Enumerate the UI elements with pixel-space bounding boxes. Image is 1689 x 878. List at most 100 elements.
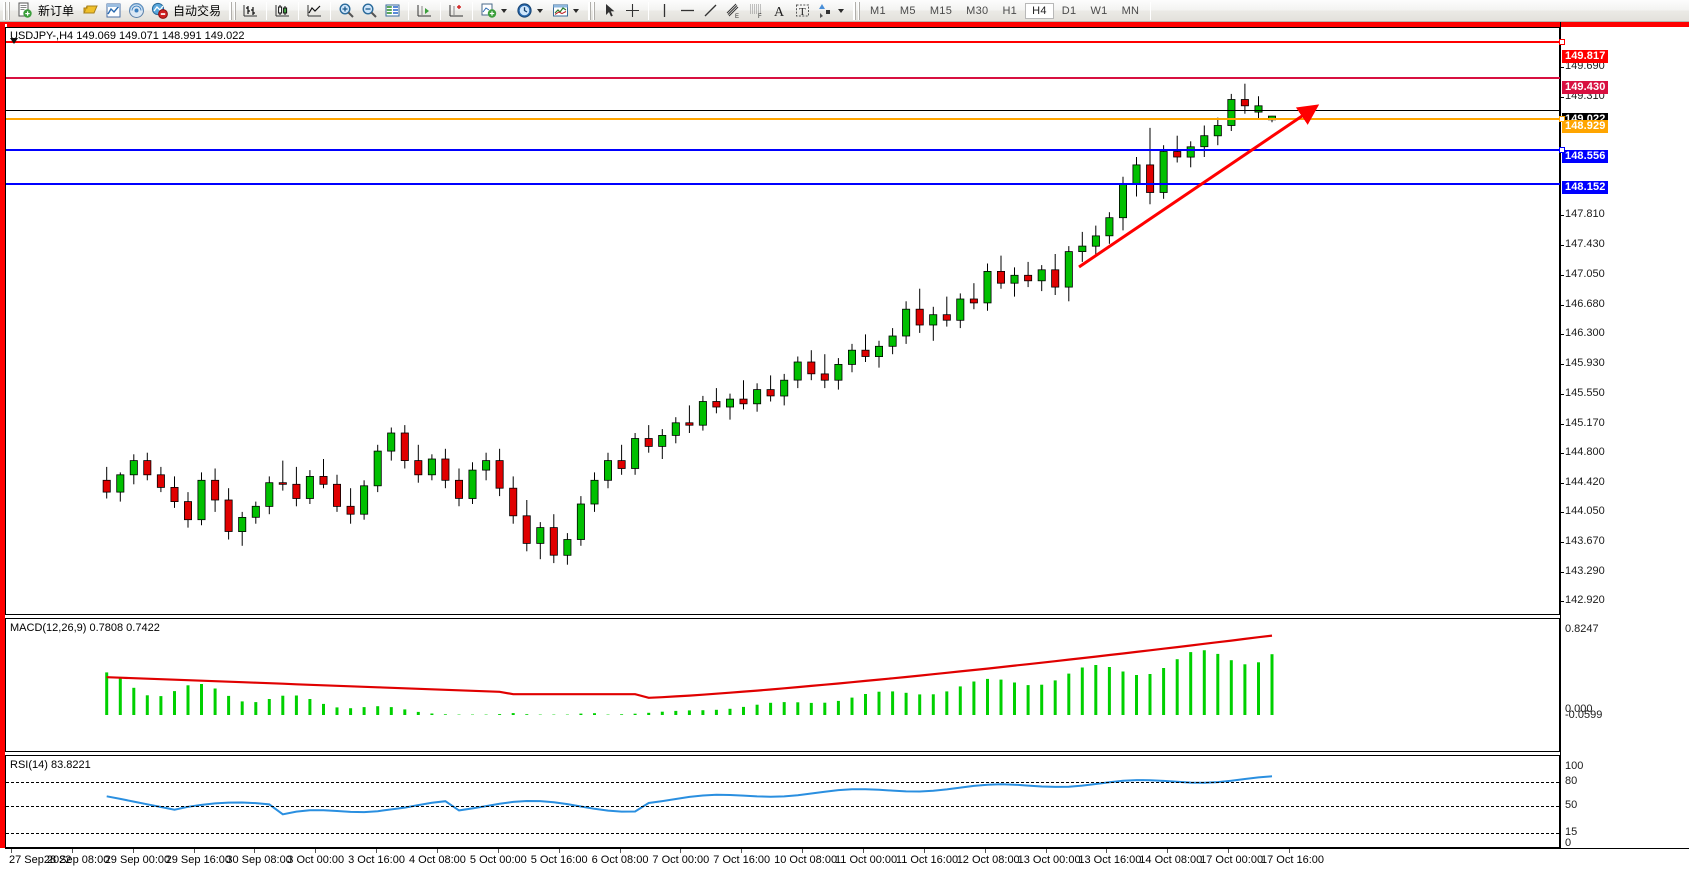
crosshair-button[interactable] [621, 1, 644, 21]
chart-title: USDJPY-,H4 149.069 149.071 148.991 149.0… [10, 30, 245, 42]
templates-button[interactable] [549, 1, 585, 21]
price-tick: 146.680 [1560, 297, 1605, 310]
level-line-148556[interactable] [6, 147, 1565, 153]
fibonacci-icon: F [748, 2, 765, 20]
time-tick-mark [1106, 849, 1108, 853]
fibonacci-button[interactable]: F [745, 1, 768, 21]
toolbar-grip-2[interactable] [229, 1, 237, 20]
price-level-label[interactable]: 149.817 [1562, 50, 1609, 64]
price-tick: 145.170 [1560, 416, 1605, 429]
timeframe-h4[interactable]: H4 [1025, 2, 1054, 19]
bid-line [6, 110, 1560, 111]
text-label-button[interactable]: T [791, 1, 814, 21]
macd-pane[interactable] [5, 618, 1560, 752]
trendline-button[interactable] [699, 1, 722, 21]
candlestick-icon [274, 2, 291, 19]
chart-shift-button[interactable] [445, 1, 468, 21]
chevron-down-icon-3[interactable] [573, 8, 580, 13]
zoom-out-button[interactable] [358, 1, 381, 21]
text-button[interactable]: A [768, 1, 791, 21]
timeframe-mn[interactable]: MN [1121, 4, 1140, 17]
level-line-149430[interactable] [6, 77, 1560, 79]
level-line-148929[interactable] [6, 116, 1565, 122]
rsi-tick: 80 [1565, 775, 1578, 788]
rsi-level-15 [6, 832, 1559, 834]
price-tick: 147.050 [1560, 268, 1605, 281]
price-tick: 144.050 [1560, 504, 1605, 517]
auto-trading-button[interactable]: 自动交易 [148, 1, 226, 21]
timeframe-w1[interactable]: W1 [1090, 4, 1108, 17]
toolbar-grip[interactable] [3, 1, 10, 20]
time-tick-mark [71, 849, 73, 853]
cursor-arrow-icon [601, 2, 618, 19]
time-tick-mark [1045, 849, 1047, 853]
rsi-level-80 [6, 782, 1559, 784]
price-level-label[interactable]: 148.152 [1562, 181, 1609, 195]
macd-tick: 0.000 [1565, 703, 1593, 715]
level-line-148152[interactable] [6, 183, 1560, 185]
terminal-button[interactable] [381, 1, 404, 21]
periodicity-button[interactable] [513, 1, 549, 21]
time-tick-mark [376, 849, 378, 853]
auto-scroll-button[interactable] [413, 1, 436, 21]
cursor-button[interactable] [598, 1, 621, 21]
rsi-level-50 [6, 805, 1559, 807]
rsi-label: RSI(14) 83.8221 [10, 759, 91, 771]
horizontal-line-button[interactable] [676, 1, 699, 21]
timeframe-d1[interactable]: D1 [1061, 4, 1077, 17]
toolbar-grip-4[interactable] [853, 1, 861, 20]
svg-text:F: F [758, 14, 762, 19]
price-level-label[interactable]: 149.430 [1562, 80, 1609, 94]
main-toolbar: 新订单 自动交易 [0, 0, 1689, 22]
trendline-icon [702, 2, 719, 19]
line-chart-icon [306, 2, 323, 19]
chevron-down-icon-2[interactable] [537, 8, 544, 13]
equidistant-channel-button[interactable]: E [722, 1, 745, 21]
timeframe-m30[interactable]: M30 [966, 4, 989, 17]
data-window-button[interactable] [125, 1, 148, 21]
macd-tick: -0.0599 [1565, 709, 1603, 721]
price-level-label[interactable]: 148.556 [1562, 149, 1609, 163]
market-watch-icon [105, 2, 122, 19]
auto-trading-icon [151, 2, 168, 19]
toolbar-grip-3[interactable] [588, 1, 596, 20]
line-chart-button[interactable] [303, 1, 326, 21]
terminal-grid-icon [384, 2, 401, 19]
price-tick: 147.810 [1560, 208, 1605, 221]
time-tick-mark [619, 849, 621, 853]
candlestick-chart-button[interactable] [271, 1, 294, 21]
bar-chart-button[interactable] [239, 1, 262, 21]
macd-tick: 0.8247 [1565, 623, 1599, 635]
indicators-button[interactable] [477, 1, 513, 21]
new-order-button[interactable]: 新订单 [13, 1, 79, 21]
time-tick-mark [315, 849, 317, 853]
timeframe-m1[interactable]: M1 [870, 4, 886, 17]
auto-scroll-icon [416, 2, 433, 19]
rsi-tick: 50 [1565, 798, 1578, 811]
active-chart-left-border [0, 22, 5, 848]
time-tick-mark [132, 849, 134, 853]
timeframe-m15[interactable]: M15 [929, 4, 953, 17]
shapes-icon [817, 2, 834, 19]
zoom-in-button[interactable] [335, 1, 358, 21]
chevron-down-icon[interactable] [501, 8, 508, 13]
zoom-out-icon [361, 2, 378, 19]
chevron-down-icon-4[interactable] [838, 8, 845, 13]
price-tick: 143.290 [1560, 564, 1605, 577]
level-line-149817[interactable] [6, 39, 1565, 45]
market-watch-button[interactable] [102, 1, 125, 21]
time-tick-mark [11, 849, 12, 853]
time-axis[interactable]: 27 Sep 2022 28 Sep 08:00 29 Sep 00:00 29 Se… [5, 848, 1689, 878]
time-tick-mark [497, 849, 499, 853]
new-order-label: 新订单 [38, 4, 75, 18]
vertical-line-button[interactable] [653, 1, 676, 21]
shapes-button[interactable] [814, 1, 850, 21]
time-tick-mark [741, 849, 743, 853]
price-level-label[interactable]: 148.929 [1562, 120, 1609, 134]
expert-advisors-button[interactable] [79, 1, 102, 21]
chart-menu-arrow-icon[interactable] [10, 32, 18, 44]
timeframe-m5[interactable]: M5 [899, 4, 916, 17]
price-tick: 142.920 [1560, 594, 1605, 606]
vertical-line-icon [656, 2, 673, 19]
timeframe-h1[interactable]: H1 [1002, 4, 1018, 17]
